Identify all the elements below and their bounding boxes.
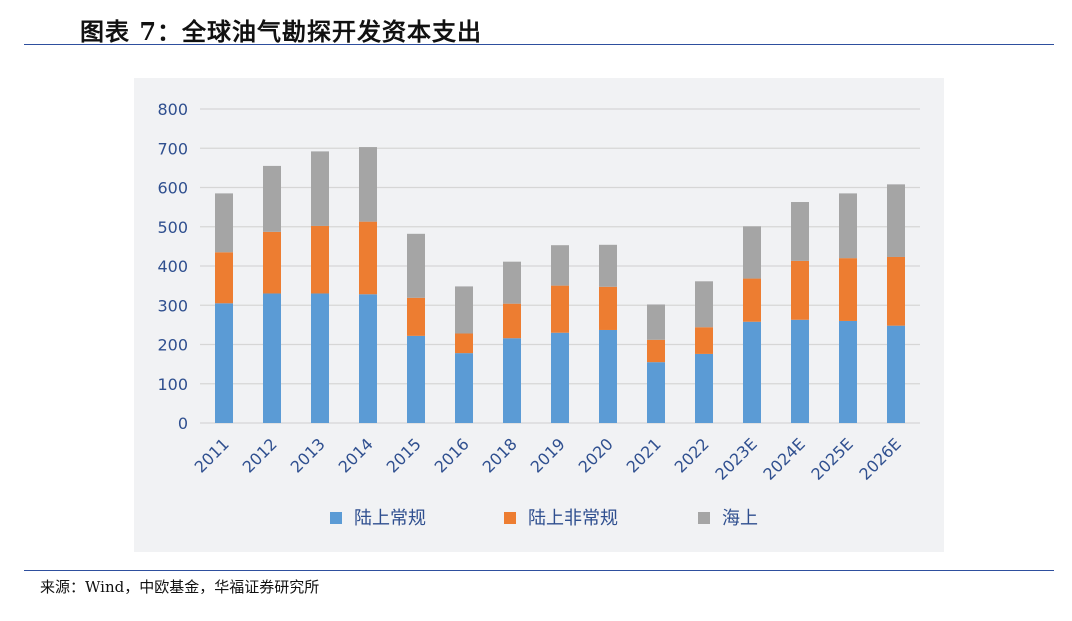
bar-segment	[791, 202, 809, 261]
x-tick-label: 2024E	[759, 434, 808, 483]
bar-segment	[215, 252, 233, 304]
bar-segment	[407, 233, 425, 298]
bar-segment	[359, 294, 377, 423]
x-tick-label: 2018	[479, 434, 521, 476]
bar-segment	[839, 258, 857, 321]
x-tick-label: 2025E	[807, 434, 856, 483]
chart-panel: 0 100 200 300 400 500 600 700 800 2011 2012 2013 20…	[134, 78, 944, 552]
bar-segment	[887, 184, 905, 257]
bar-segment	[599, 244, 617, 287]
legend-swatch	[504, 512, 516, 524]
bar-segment	[551, 285, 569, 333]
bar-segment	[503, 303, 521, 339]
x-tick-label: 2021	[623, 434, 665, 476]
y-tick-label: 400	[157, 257, 188, 276]
bar-segment	[887, 325, 905, 423]
bar-segment	[695, 281, 713, 328]
legend-label: 海上	[722, 508, 758, 529]
bar-segment	[743, 278, 761, 322]
header-divider	[24, 44, 1054, 45]
x-tick-label: 2015	[383, 434, 425, 476]
bar-segment	[215, 193, 233, 253]
y-tick-label: 200	[157, 336, 188, 355]
bar-segment	[311, 225, 329, 294]
bar-segment	[647, 362, 665, 423]
bar-segment	[311, 293, 329, 423]
y-tick-label: 800	[157, 100, 188, 119]
bar-segment	[791, 260, 809, 320]
bar-segment	[407, 297, 425, 336]
bar-segment	[695, 353, 713, 423]
bar-segment	[599, 286, 617, 330]
x-tick-label: 2016	[431, 434, 473, 476]
x-tick-label: 2022	[671, 434, 713, 476]
y-tick-label: 0	[178, 414, 188, 433]
x-tick-label: 2019	[527, 434, 569, 476]
x-tick-label: 2026E	[855, 434, 904, 483]
bar-segment	[455, 353, 473, 423]
bar-segment	[599, 329, 617, 423]
bar-segment	[839, 193, 857, 259]
x-tick-label: 2011	[191, 434, 233, 476]
bar-segment	[215, 303, 233, 423]
bar-segment	[695, 327, 713, 354]
x-axis-ticks: 2011 2012 2013 2014 2015 2016 2018 2019 2020 2021…	[191, 434, 905, 483]
x-tick-label: 2014	[335, 434, 377, 476]
bar-segment	[407, 335, 425, 423]
bar-segment	[839, 320, 857, 423]
bar-segment	[455, 333, 473, 354]
y-axis-ticks: 0 100 200 300 400 500 600 700 800	[157, 100, 188, 433]
bar-segment	[503, 261, 521, 304]
bar-segment	[743, 226, 761, 279]
bar-segment	[647, 304, 665, 340]
bar-segment	[647, 339, 665, 363]
bar-segment	[311, 151, 329, 226]
footer-divider	[24, 570, 1054, 571]
bar-segment	[551, 245, 569, 286]
bar-segment	[743, 321, 761, 423]
y-tick-label: 100	[157, 375, 188, 394]
x-tick-label: 2012	[239, 434, 281, 476]
legend-label: 陆上非常规	[528, 508, 618, 529]
legend-swatch	[698, 512, 710, 524]
y-tick-label: 300	[157, 296, 188, 315]
bar-segment	[551, 332, 569, 423]
y-tick-label: 500	[157, 218, 188, 237]
source-note: 来源：Wind，中欧基金，华福证券研究所	[40, 578, 320, 596]
x-tick-label: 2020	[575, 434, 617, 476]
x-tick-label: 2013	[287, 434, 329, 476]
x-tick-label: 2023E	[711, 434, 760, 483]
bar-segment	[887, 256, 905, 326]
legend-swatch	[330, 512, 342, 524]
bar-segment	[263, 293, 281, 423]
bar-segment	[503, 338, 521, 423]
y-tick-label: 600	[157, 179, 188, 198]
y-tick-label: 700	[157, 139, 188, 158]
page-title: 图表 7：全球油气勘探开发资本支出	[80, 17, 483, 46]
bars	[215, 147, 905, 423]
bar-segment	[263, 165, 281, 232]
bar-segment	[791, 319, 809, 423]
bar-segment	[359, 147, 377, 222]
bar-segment	[263, 231, 281, 294]
legend: 陆上常规 陆上非常规 海上	[330, 508, 758, 529]
bar-segment	[359, 221, 377, 295]
bar-segment	[455, 286, 473, 334]
legend-label: 陆上常规	[354, 508, 426, 529]
